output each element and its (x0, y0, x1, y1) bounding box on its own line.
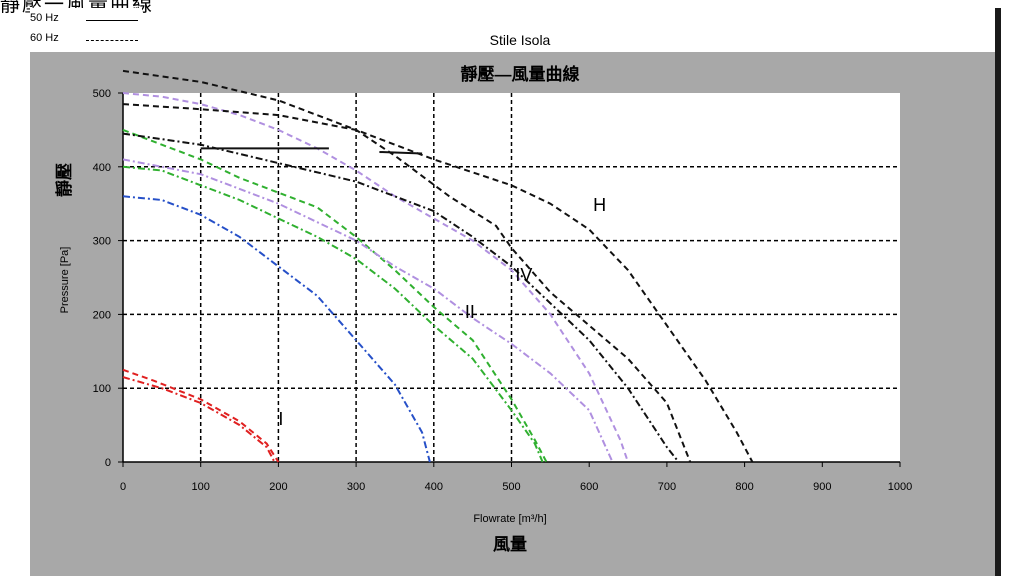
y-tick-label: 500 (93, 88, 111, 100)
series-line (122, 132, 680, 463)
panel-border (995, 8, 1001, 576)
series-line (379, 151, 423, 155)
series-line (122, 165, 544, 463)
curve-label: H (593, 195, 606, 215)
series-group (122, 69, 754, 463)
x-tick-label: 100 (192, 481, 210, 493)
series-line (122, 69, 692, 463)
x-tick-label: 900 (813, 481, 831, 493)
y-tick-label: 300 (93, 236, 111, 248)
x-tick-label: 1000 (888, 481, 912, 493)
y-axis-label: Pressure [Pa] (59, 247, 71, 314)
series-line (122, 195, 431, 463)
curve-label: I (278, 409, 283, 429)
tick-labels: 0 100 200 300 400 500 600 700 800 900 1000 0 100 200 3… (93, 88, 913, 493)
series-line (122, 158, 614, 463)
x-tick-label: 400 (425, 481, 443, 493)
y-tick-label: 400 (93, 162, 111, 174)
x-tick-label: 200 (269, 481, 287, 493)
legend-swatch-solid (86, 20, 138, 21)
chart-title: 靜壓—風量曲線 (461, 64, 580, 84)
x-tick-label: 500 (502, 481, 520, 493)
x-tick-label: 700 (658, 481, 676, 493)
legend: 50 Hz 60 Hz (30, 8, 142, 52)
x-axis-label: Flowrate [m³/h] (473, 513, 546, 525)
series-line (122, 368, 280, 463)
y-tick-label: 100 (93, 383, 111, 395)
x-tick-label: 0 (120, 481, 126, 493)
curve-label: II (465, 302, 475, 322)
legend-swatch-dashed (86, 40, 138, 41)
legend-entry-label: 50 Hz (30, 12, 59, 24)
y-tick-label: 200 (93, 309, 111, 321)
series-line (122, 103, 754, 463)
curve-label: IV (515, 265, 532, 285)
x-tick-label: 600 (580, 481, 598, 493)
y-tick-label: 0 (105, 457, 111, 469)
legend-entry-label: 60 Hz (30, 32, 59, 44)
series-line (122, 376, 276, 463)
x-tick-label: 300 (347, 481, 365, 493)
y-axis-label-cn: 靜壓 (54, 163, 74, 197)
chart-subtitle: Stile Isola (490, 32, 551, 48)
x-tick-label: 800 (735, 481, 753, 493)
series-line (122, 92, 629, 463)
series-line (122, 128, 548, 463)
x-axis-label-cn: 風量 (493, 534, 527, 554)
grid (118, 92, 901, 467)
